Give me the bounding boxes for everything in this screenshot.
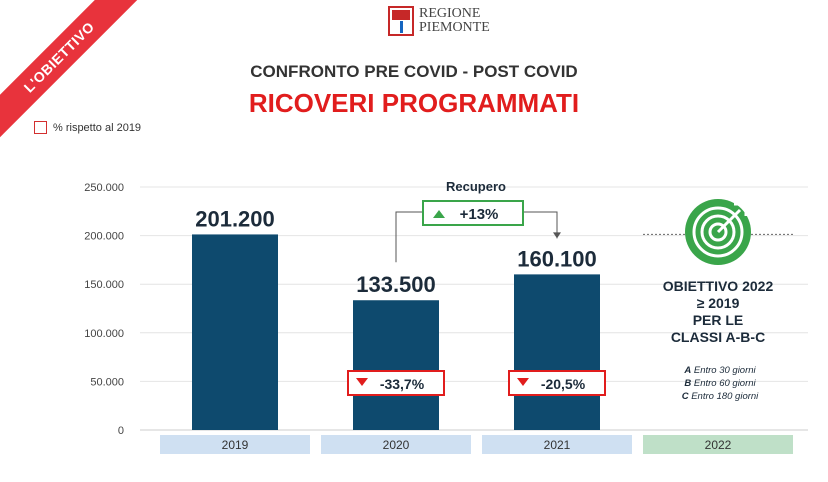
logo-line-1: REGIONE	[419, 6, 481, 21]
down-arrow-icon	[356, 378, 368, 386]
goal-class-b: B Entro 60 giorni	[684, 378, 756, 389]
legend: % rispetto al 2019	[34, 121, 141, 134]
data-label: 133.500	[356, 272, 436, 297]
logo-line-2: PIEMONTE	[419, 20, 490, 35]
target-ring	[708, 222, 728, 242]
target-ring	[700, 214, 736, 250]
y-tick-label: 0	[118, 425, 124, 437]
year-label-bg	[160, 435, 310, 454]
goal-line-2: ≥ 2019	[696, 295, 740, 311]
bar	[514, 274, 600, 430]
target-arrow	[716, 208, 742, 234]
y-tick-label: 250.000	[84, 182, 124, 194]
x-tick-label: 2021	[544, 438, 571, 452]
goal-line-1: OBIETTIVO 2022	[662, 278, 774, 294]
bar	[353, 300, 439, 430]
legend-swatch	[34, 121, 47, 134]
goal-line-3: PER LE	[692, 312, 744, 328]
target-arrow-tail	[734, 202, 748, 216]
pct-label: -20,5%	[541, 376, 586, 392]
year-label-bg	[321, 435, 471, 454]
y-tick-label: 200.000	[84, 231, 124, 243]
page-title: CONFRONTO PRE COVID - POST COVID	[250, 62, 578, 81]
goal-heading: OBIETTIVO 2022 ≥ 2019 PER LE CLASSI A-B-…	[628, 278, 808, 346]
data-label: 201.200	[195, 206, 275, 231]
regione-piemonte-logo: REGIONE PIEMONTE	[388, 6, 490, 36]
target-ring	[692, 206, 744, 258]
data-label: 160.100	[517, 246, 597, 271]
goal-classes: A Entro 30 giorni B Entro 60 giorni C En…	[660, 364, 780, 403]
x-tick-label: 2019	[222, 438, 249, 452]
up-arrow-icon	[433, 210, 445, 218]
goal-line-4: CLASSI A-B-C	[670, 329, 766, 345]
goal-class-a: A Entro 30 giorni	[684, 365, 756, 376]
pct-label: -33,7%	[380, 376, 425, 392]
legend-label: % rispetto al 2019	[53, 121, 142, 134]
x-tick-label: 2022	[705, 438, 732, 452]
recupero-value: +13%	[460, 206, 499, 223]
recupero-label: Recupero	[446, 179, 506, 194]
y-tick-label: 150.000	[84, 279, 124, 291]
page-subtitle: RICOVERI PROGRAMMATI	[248, 88, 580, 118]
pct-badge	[347, 370, 445, 396]
y-tick-label: 50.000	[90, 376, 124, 388]
year-label-bg	[482, 435, 632, 454]
coat-of-arms-icon	[388, 6, 414, 36]
arrowhead-icon	[553, 232, 561, 239]
bar	[192, 234, 278, 430]
goal-class-c: C Entro 180 giorni	[681, 391, 759, 402]
y-tick-label: 100.000	[84, 328, 124, 340]
year-label-bg	[643, 435, 793, 454]
down-arrow-icon	[517, 378, 529, 386]
x-tick-label: 2020	[383, 438, 410, 452]
